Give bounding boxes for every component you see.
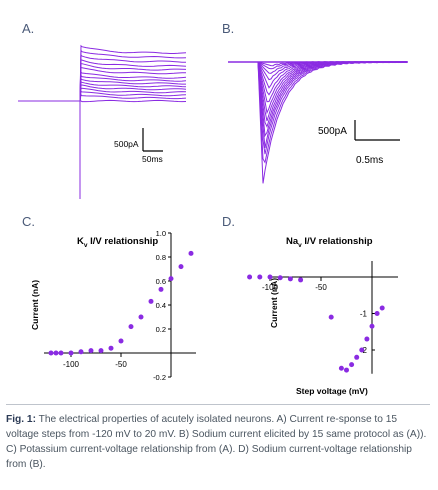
panel-c-title-prefix: K	[77, 236, 84, 247]
panel-b-scalebar-y-label: 500pA	[318, 126, 347, 137]
panel-c-letter: C.	[22, 214, 35, 229]
panel-d-title-sub: v	[298, 242, 302, 249]
panel-c-data-point	[128, 324, 134, 330]
panel-d-data-point	[287, 276, 293, 282]
panel-a-scalebar-y-label: 500pA	[114, 139, 139, 149]
panel-c-data-point	[138, 314, 144, 320]
panel-d-data-point	[369, 323, 375, 329]
panel-a-trace	[18, 63, 187, 102]
panel-a-trace	[18, 74, 187, 102]
panel-a-trace	[18, 49, 187, 102]
panel-d-xlabel: Step voltage (mV)	[296, 386, 368, 396]
panel-a-trace	[18, 67, 187, 102]
panel-a-scalebar-x-label: 50ms	[142, 154, 163, 164]
panel-c-title-suffix: I/V relationship	[88, 236, 159, 247]
panel-b-scalebar-x-label: 0.5ms	[356, 155, 383, 166]
panel-c-data-point	[78, 349, 84, 355]
panel-d-data-point	[277, 275, 283, 281]
panel-c-data-point	[178, 264, 184, 270]
panel-d-data-point	[267, 274, 273, 280]
panel-d-ylabel: Current (nA)	[269, 278, 279, 328]
panel-c-y-tick-label: -0.2	[153, 373, 166, 382]
panel-a-trace	[18, 44, 187, 102]
panel-c-x-tick-label: -100	[63, 360, 80, 369]
panel-a-trace	[18, 59, 187, 102]
panel-b-trace	[228, 60, 408, 128]
panel-a-trace	[18, 93, 187, 102]
panel-d-data-point	[349, 362, 355, 368]
panel-c-x-tick-label: -50	[115, 360, 127, 369]
panel-c-data-point	[108, 345, 114, 351]
panel-c-data-point	[48, 350, 54, 356]
panel-c-data-point	[118, 338, 124, 344]
panel-a-trace	[18, 53, 187, 102]
panel-a-traces	[18, 44, 187, 199]
panel-d-title: Nav I/V relationship	[286, 236, 373, 249]
panel-c-y-tick-label: 1.0	[156, 229, 166, 238]
panel-a-scalebar: 500pA 50ms	[114, 128, 163, 164]
caption-divider	[6, 404, 430, 405]
panel-d-y-tick-label: -1	[360, 310, 368, 319]
panel-c-title: Kv I/V relationship	[77, 236, 158, 249]
panel-d-data-point	[359, 347, 365, 353]
panel-d-plot: -100-50-1-2	[247, 261, 398, 374]
panel-c-data-point	[58, 350, 64, 356]
panel-c-y-tick-label: 0.2	[156, 325, 166, 334]
panel-a-trace	[18, 77, 186, 102]
panel-a-trace	[18, 99, 187, 103]
figure-caption: Fig. 1: The electrical properties of acu…	[6, 412, 432, 472]
panel-b-letter: B.	[222, 21, 234, 36]
panel-c-title-sub: v	[84, 242, 88, 249]
caption-text: The electrical properties of acutely iso…	[6, 414, 427, 470]
panel-a-letter: A.	[22, 21, 34, 36]
panel-d-x-tick-label: -100	[262, 283, 279, 292]
panel-a-trace	[18, 71, 187, 102]
panel-d-data-point	[374, 311, 380, 316]
panel-d-data-point	[328, 314, 334, 320]
panel-a-trace	[18, 90, 187, 102]
panel-d-title-suffix: I/V relationship	[302, 236, 373, 247]
panel-c-y-tick-label: 0.8	[156, 253, 166, 262]
panel-d-data-point	[338, 365, 344, 371]
panel-d-data-point	[364, 336, 370, 342]
panel-c-y-tick-label: 0.6	[156, 277, 166, 286]
caption-label: Fig. 1:	[6, 414, 36, 425]
panel-a-trace	[18, 81, 187, 102]
panel-c-data-point	[53, 350, 59, 356]
panel-b-trace	[228, 61, 408, 138]
panel-b-trace	[228, 61, 407, 164]
panel-d-data-point	[379, 305, 385, 311]
panel-c-data-point	[188, 250, 194, 256]
panel-d-data-point	[247, 274, 253, 280]
panel-c-plot: -100 -50 -0.2 0.2 0.4 0.6 0.8 1.0	[44, 229, 196, 382]
panel-d-x-tick-label: -50	[315, 283, 327, 292]
panel-b-traces	[228, 60, 408, 184]
panel-a-trace	[18, 87, 187, 102]
panel-c-data-point	[88, 348, 94, 354]
panel-c-y-tick-label: 0.4	[156, 301, 166, 310]
panel-d-data-point	[298, 277, 304, 283]
panel-d-data-point	[344, 367, 349, 373]
panel-c-data-point	[68, 350, 74, 356]
panel-d-letter: D.	[222, 214, 235, 229]
panel-c-data-point	[98, 348, 104, 354]
panel-d-title-prefix: Na	[286, 236, 299, 247]
panel-d-data-point	[257, 274, 263, 280]
panel-b-trace	[228, 61, 408, 122]
panel-c-data-point	[158, 286, 164, 292]
panel-c-data-point	[168, 276, 174, 282]
panel-c-ylabel: Current (nA)	[30, 280, 40, 330]
panel-c-data-point	[148, 298, 154, 304]
panel-d-data-point	[354, 354, 360, 360]
panel-a-trace	[18, 84, 187, 102]
panel-b-scalebar: 500pA 0.5ms	[318, 120, 400, 166]
